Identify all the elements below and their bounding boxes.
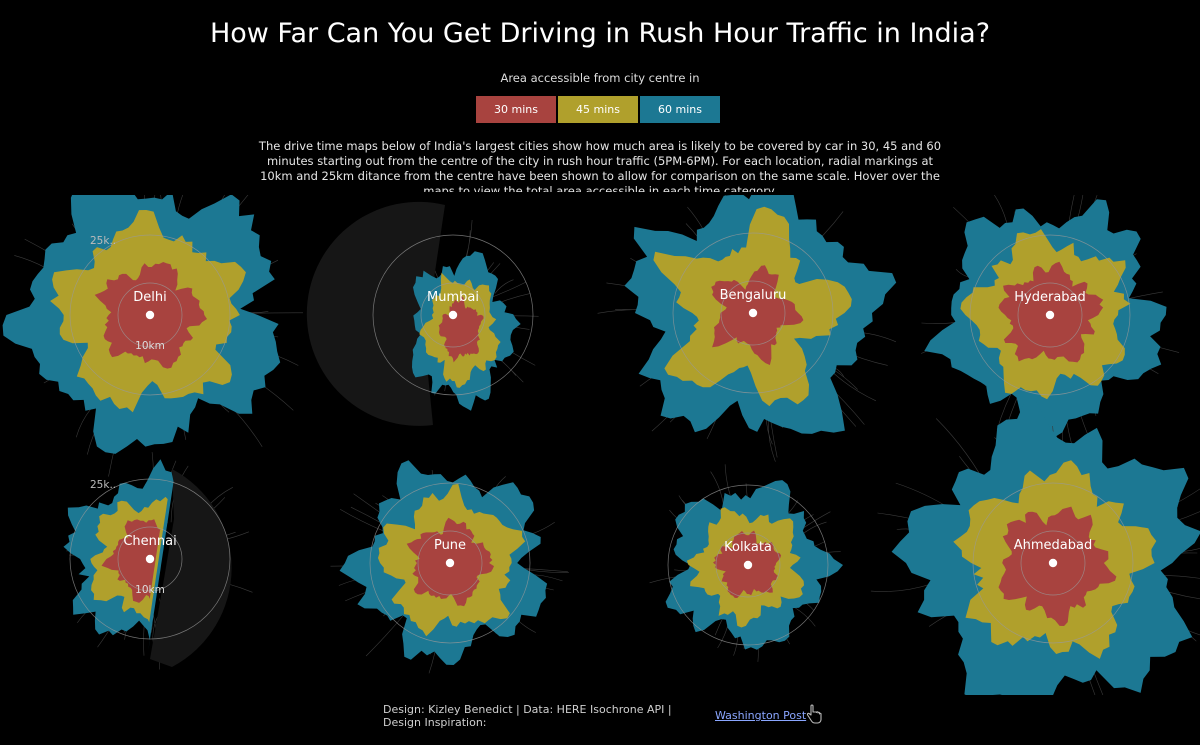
city-map-mumbai[interactable]: Mumbai — [306, 201, 539, 426]
city-centre-marker — [145, 310, 155, 320]
isochrone-30-mins — [998, 506, 1117, 626]
city-map-ahmedabad[interactable]: Ahmedabad — [870, 401, 1200, 695]
ring-25km — [69, 234, 231, 396]
ring-10km — [117, 526, 183, 592]
ring-25km — [969, 234, 1131, 396]
footer-credits: Design: Kizley Benedict | Data: HERE Iso… — [383, 703, 672, 729]
city-map-bengaluru[interactable]: Bengaluru — [597, 195, 897, 462]
city-centre-marker — [1045, 310, 1055, 320]
ring-10km — [117, 282, 183, 348]
ring-label-10km: 10km — [135, 584, 165, 596]
washington-post-link[interactable]: Washington Post — [715, 709, 807, 722]
city-label: Chennai — [123, 534, 176, 549]
city-isochrone-maps: Delhi 25k.. 10km Mumbai Bengaluru Hyderabad Ch… — [2, 195, 1200, 695]
city-map-chennai[interactable]: Chennai 25k.. 10km — [63, 452, 253, 670]
ring-label-10km: 10km — [135, 340, 165, 352]
ring-10km — [1017, 282, 1083, 348]
description-text: The drive time maps below of India's lar… — [258, 139, 942, 192]
ring-10km — [417, 530, 483, 596]
ring-25km — [369, 482, 531, 644]
ring-25km — [667, 484, 829, 646]
city-label: Ahmedabad — [1014, 538, 1092, 553]
legend-45-mins[interactable]: 45 mins — [558, 96, 638, 123]
time-legend: 30 mins 45 mins 60 mins — [476, 96, 720, 123]
ring-10km — [720, 280, 786, 346]
city-label: Hyderabad — [1014, 290, 1086, 305]
ring-25km — [372, 234, 534, 396]
sea-area — [306, 201, 445, 426]
legend-60-mins[interactable]: 60 mins — [640, 96, 720, 123]
city-label: Delhi — [133, 290, 166, 305]
city-centre-marker — [445, 558, 455, 568]
pointer-hand-icon — [806, 704, 822, 724]
isochrone-30-mins — [711, 265, 804, 365]
legend-30-mins[interactable]: 30 mins — [476, 96, 556, 123]
ring-10km — [420, 282, 486, 348]
ring-25km — [69, 478, 231, 640]
ring-label-25km: 25k.. — [90, 235, 116, 247]
sea-area — [150, 469, 232, 667]
city-centre-marker — [748, 308, 758, 318]
city-label: Pune — [434, 538, 466, 553]
city-map-hyderabad[interactable]: Hyderabad — [921, 195, 1180, 451]
isochrone-30-mins — [101, 519, 162, 603]
city-label: Bengaluru — [720, 288, 787, 303]
city-label: Mumbai — [427, 290, 479, 305]
ring-25km — [672, 232, 834, 394]
city-centre-marker — [448, 310, 458, 320]
legend-caption: Area accessible from city centre in — [500, 71, 700, 85]
city-map-kolkata[interactable]: Kolkata — [649, 464, 843, 662]
ring-10km — [1020, 530, 1086, 596]
page-title: How Far Can You Get Driving in Rush Hour… — [209, 18, 991, 49]
ring-label-25km: 25k.. — [90, 479, 116, 491]
city-centre-marker — [1048, 558, 1058, 568]
city-map-delhi[interactable]: Delhi 25k.. 10km — [2, 195, 304, 477]
city-map-pune[interactable]: Pune — [330, 460, 569, 674]
city-label: Kolkata — [724, 540, 772, 555]
ring-10km — [715, 532, 781, 598]
city-centre-marker — [743, 560, 753, 570]
city-centre-marker — [145, 554, 155, 564]
ring-25km — [972, 482, 1134, 644]
